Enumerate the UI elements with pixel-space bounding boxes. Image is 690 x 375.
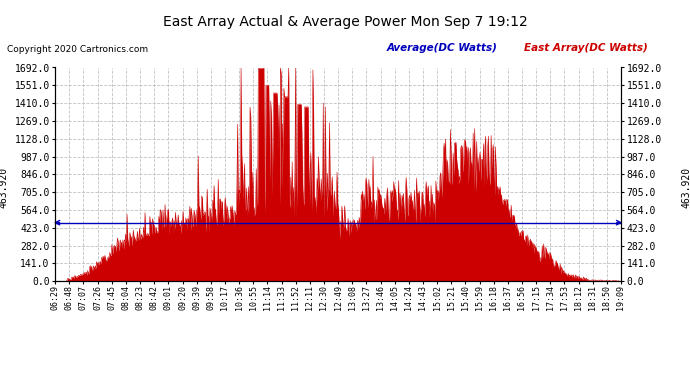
Text: 463.920: 463.920 <box>0 167 8 208</box>
Text: East Array Actual & Average Power Mon Sep 7 19:12: East Array Actual & Average Power Mon Se… <box>163 15 527 29</box>
Text: Copyright 2020 Cartronics.com: Copyright 2020 Cartronics.com <box>7 45 148 54</box>
Text: Average(DC Watts): Average(DC Watts) <box>386 43 497 53</box>
Text: 463.920: 463.920 <box>682 167 690 208</box>
Text: East Array(DC Watts): East Array(DC Watts) <box>524 43 648 53</box>
